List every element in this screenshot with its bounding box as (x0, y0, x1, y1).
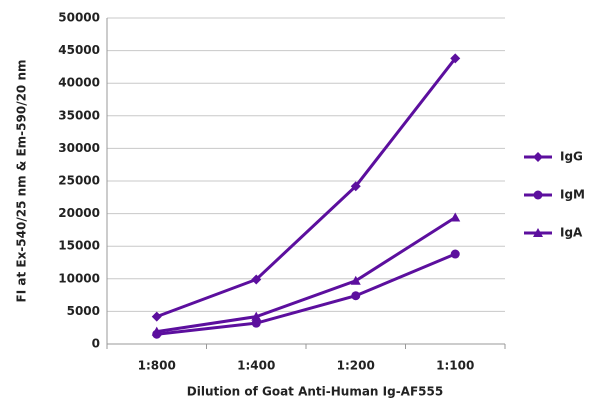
legend-label: IgA (560, 226, 583, 240)
marker (351, 291, 361, 301)
marker (350, 275, 361, 285)
marker (533, 190, 543, 200)
marker (450, 249, 460, 259)
y-tick-label: 50000 (58, 11, 100, 25)
x-axis-title: Dilution of Goat Anti-Human Ig-AF555 (187, 385, 443, 399)
marker (533, 152, 543, 162)
marker (450, 212, 461, 222)
y-tick-label: 25000 (58, 174, 100, 188)
y-tick-label: 20000 (58, 206, 100, 220)
x-tick-label: 1:200 (337, 359, 375, 373)
x-tick-label: 1:800 (138, 359, 176, 373)
marker (151, 311, 162, 322)
y-tick-label: 35000 (58, 108, 100, 122)
series-line (156, 57, 457, 319)
marker (450, 53, 461, 64)
marker (251, 274, 262, 285)
series-line (156, 252, 456, 336)
y-tick-label: 0 (92, 337, 100, 351)
y-tick-label: 40000 (58, 76, 100, 90)
y-tick-label: 30000 (58, 141, 100, 155)
y-tick-label: 45000 (58, 43, 100, 57)
marker (251, 318, 261, 328)
y-tick-label: 5000 (67, 304, 100, 318)
marker (350, 181, 361, 192)
series-line (156, 216, 457, 334)
y-tick-label: 15000 (58, 239, 100, 253)
y-tick-label: 10000 (58, 271, 100, 285)
marker (533, 228, 543, 237)
y-axis-title: FI at Ex-540/25 nm & Em-590/20 nm (15, 60, 29, 303)
x-tick-label: 1:400 (237, 359, 275, 373)
x-tick-label: 1:100 (436, 359, 474, 373)
legend-label: IgM (560, 188, 585, 202)
marker (251, 311, 262, 321)
legend-label: IgG (560, 150, 583, 164)
marker (151, 326, 162, 336)
